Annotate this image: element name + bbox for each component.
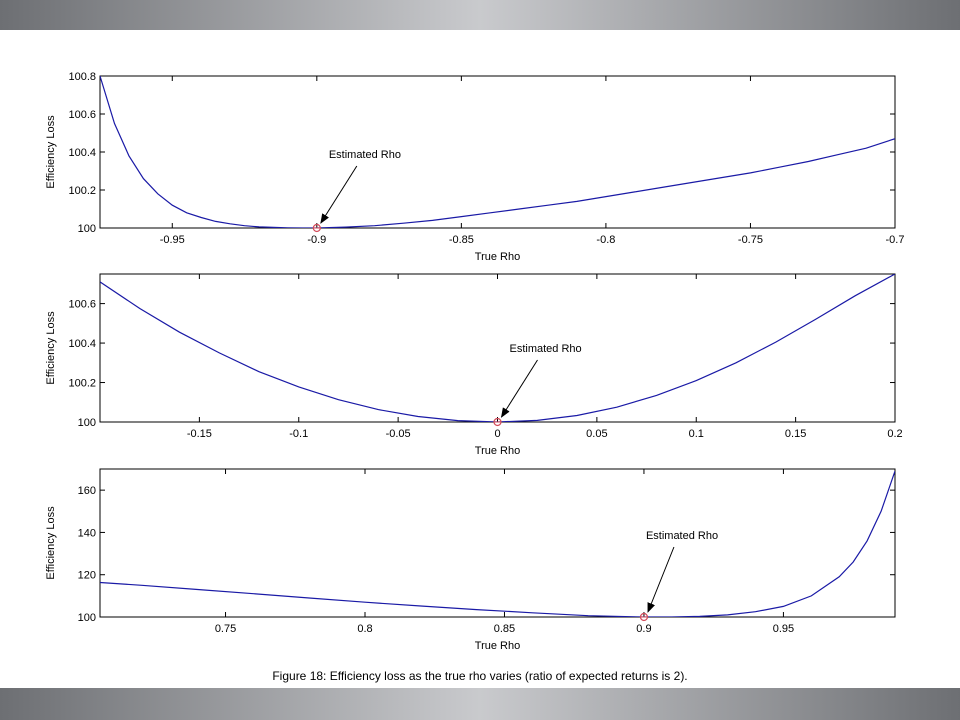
y-tick-label: 140: [78, 527, 96, 539]
x-tick-label: -0.15: [187, 428, 212, 440]
x-tick-label: -0.8: [596, 234, 615, 246]
chart-panel-2: -0.15 -0.1 -0.05 0 0.05 0.1 0.15 0.2 100 100.2 100…: [45, 273, 903, 457]
y-tick-label: 100.6: [68, 299, 96, 311]
y-tick-label: 100: [78, 223, 96, 235]
y-axis-label: Efficiency Loss: [45, 115, 57, 189]
x-tick-label: 0.95: [773, 623, 794, 635]
x-tick-label: 0.75: [215, 623, 236, 635]
x-tick-label: -0.1: [289, 428, 308, 440]
x-tick-label: -0.85: [449, 234, 474, 246]
x-axis-label: True Rho: [475, 251, 520, 263]
x-tick-label: -0.95: [160, 234, 185, 246]
annotation-arrow: [320, 165, 358, 224]
annotation-text: Estimated Rho: [646, 530, 718, 542]
top-decorative-bar: [0, 0, 960, 30]
annotation-text: Estimated Rho: [510, 343, 582, 355]
series-line: [100, 470, 895, 617]
plot-area-frame: [99, 468, 896, 618]
series-line: [100, 76, 895, 228]
annotation-arrow: [500, 359, 538, 418]
y-tick-label: 100: [78, 612, 96, 624]
annotation-arrow: [647, 546, 675, 613]
x-tick-label: 0.8: [357, 623, 372, 635]
figure-caption: Figure 18: Efficiency loss as the true r…: [272, 669, 688, 683]
x-tick-label: -0.05: [386, 428, 411, 440]
y-tick-label: 100.4: [68, 147, 96, 159]
series-line: [100, 274, 895, 422]
x-tick-label: 0.85: [494, 623, 515, 635]
x-tick-label: -0.75: [738, 234, 763, 246]
y-tick-label: 100.2: [68, 378, 96, 390]
x-axis-label: True Rho: [475, 445, 520, 457]
x-axis-label: True Rho: [475, 640, 520, 652]
y-tick-label: 100.4: [68, 338, 96, 350]
y-tick-label: 120: [78, 570, 96, 582]
chart-panel-3: 0.75 0.8 0.85 0.9 0.95 100 120 140 160 True Rho Ef…: [45, 468, 896, 652]
plot-area-frame: [99, 273, 896, 423]
y-tick-label: 160: [78, 485, 96, 497]
x-tick-label: 0.15: [785, 428, 806, 440]
x-tick-label: 0.05: [586, 428, 607, 440]
y-tick-label: 100.8: [68, 71, 96, 83]
y-tick-label: 100.6: [68, 109, 96, 121]
bottom-decorative-bar: [0, 688, 960, 720]
chart-panel-1: -0.95 -0.9 -0.85 -0.8 -0.75 -0.7 100 100.2 100.4…: [45, 71, 904, 263]
x-tick-label: -0.9: [307, 234, 326, 246]
x-tick-label: 0.2: [887, 428, 902, 440]
annotation-text: Estimated Rho: [329, 149, 401, 161]
x-tick-label: 0.9: [636, 623, 651, 635]
y-tick-label: 100.2: [68, 185, 96, 197]
plot-area-frame: [99, 75, 896, 229]
x-tick-label: -0.7: [886, 234, 905, 246]
y-axis-label: Efficiency Loss: [45, 311, 57, 385]
x-tick-label: 0.1: [689, 428, 704, 440]
x-tick-label: 0: [494, 428, 500, 440]
y-axis-label: Efficiency Loss: [45, 506, 57, 580]
y-tick-label: 100: [78, 417, 96, 429]
